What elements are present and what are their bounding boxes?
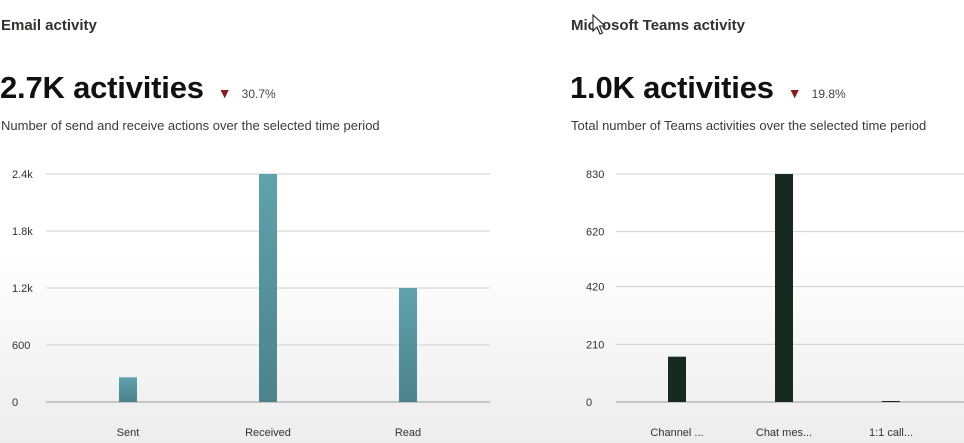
teams-subtitle: Total number of Teams activities over th…: [571, 118, 927, 133]
trend-down-icon: ▼: [217, 85, 232, 101]
y-tick-label: 830: [586, 169, 604, 181]
email-change-percent: 30.7%: [241, 87, 276, 101]
teams-activity-count: 1.0K activities: [570, 70, 774, 105]
y-tick-label: 0: [586, 397, 592, 409]
y-tick-label: 600: [12, 340, 30, 352]
bar[interactable]: [668, 356, 686, 402]
mouse-cursor-icon: [592, 14, 606, 35]
bar[interactable]: [119, 377, 137, 402]
teams-bar-chart: 0 210 420 620 830 Channel ... Chat mes... 1:1 c…: [586, 169, 964, 439]
email-activity-panel: Email activity 2.7K activities ▼ 30.7% N…: [0, 17, 490, 439]
bar[interactable]: [259, 174, 277, 402]
email-subtitle: Number of send and receive actions over …: [1, 118, 380, 133]
teams-activity-title: Microsoft Teams activity: [571, 17, 745, 34]
y-tick-label: 620: [586, 227, 604, 239]
y-tick-label: 210: [586, 339, 604, 351]
teams-change-percent: 19.8%: [811, 87, 846, 101]
email-activity-title: Email activity: [1, 17, 97, 34]
x-category-label: Sent: [117, 427, 140, 439]
y-tick-label: 2.4k: [12, 169, 33, 181]
bar[interactable]: [399, 288, 417, 402]
x-category-label: Read: [395, 427, 421, 439]
x-category-label: Chat mes...: [756, 427, 812, 439]
bar[interactable]: [775, 174, 793, 402]
bar[interactable]: [882, 401, 900, 402]
y-tick-label: 1.8k: [12, 226, 33, 238]
y-tick-label: 0: [12, 397, 18, 409]
teams-headline: 1.0K activities ▼ 19.8%: [570, 70, 846, 106]
y-tick-label: 1.2k: [12, 283, 33, 295]
x-category-label: Received: [245, 427, 291, 439]
teams-activity-panel: Microsoft Teams activity 1.0K activities…: [570, 0, 964, 443]
email-activity-count: 2.7K activities: [0, 70, 204, 105]
email-bar-chart: 0 600 1.2k 1.8k 2.4k Sent Received Read: [12, 169, 490, 439]
email-headline: 2.7K activities ▼ 30.7%: [0, 70, 276, 106]
x-category-label: Channel ...: [650, 427, 703, 439]
y-tick-label: 420: [586, 282, 604, 294]
trend-down-icon: ▼: [787, 85, 802, 101]
x-category-label: 1:1 call...: [869, 427, 913, 439]
